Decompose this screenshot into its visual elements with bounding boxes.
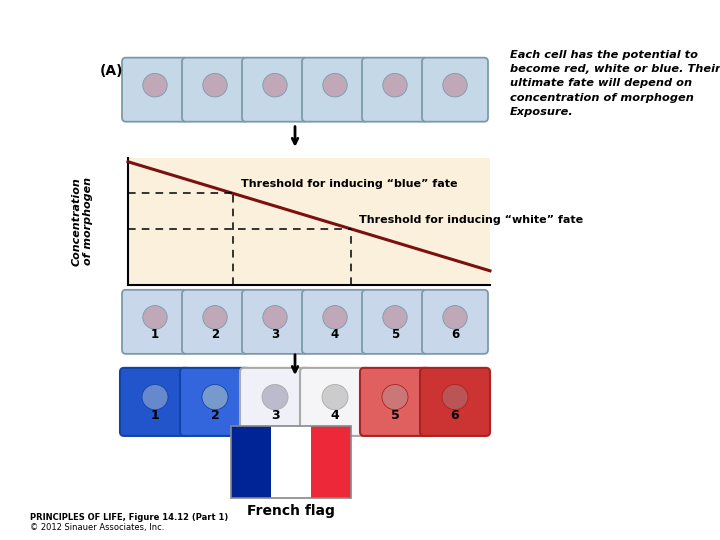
Ellipse shape (263, 73, 287, 97)
FancyBboxPatch shape (422, 58, 488, 122)
Text: 1: 1 (151, 328, 159, 341)
FancyBboxPatch shape (302, 290, 368, 354)
FancyBboxPatch shape (302, 58, 368, 122)
FancyBboxPatch shape (422, 290, 488, 354)
FancyBboxPatch shape (182, 290, 248, 354)
FancyBboxPatch shape (362, 290, 428, 354)
Ellipse shape (262, 384, 288, 410)
Ellipse shape (383, 306, 408, 329)
FancyBboxPatch shape (122, 58, 188, 122)
Bar (271, 426, 311, 498)
FancyBboxPatch shape (242, 58, 308, 122)
Text: Concentration
of morphogen: Concentration of morphogen (71, 177, 93, 266)
FancyBboxPatch shape (182, 58, 248, 122)
FancyBboxPatch shape (300, 368, 370, 436)
FancyBboxPatch shape (240, 368, 310, 436)
FancyBboxPatch shape (362, 58, 428, 122)
Text: 2: 2 (211, 328, 219, 341)
Ellipse shape (443, 306, 467, 329)
Text: French flag: French flag (247, 504, 335, 518)
Text: Threshold for inducing “white” fate: Threshold for inducing “white” fate (359, 215, 583, 225)
Ellipse shape (202, 384, 228, 410)
Text: 6: 6 (451, 409, 459, 422)
Ellipse shape (203, 73, 228, 97)
Ellipse shape (322, 384, 348, 410)
Ellipse shape (323, 306, 347, 329)
Text: 4: 4 (331, 328, 339, 341)
FancyBboxPatch shape (122, 290, 188, 354)
Text: 2: 2 (211, 409, 220, 422)
Ellipse shape (383, 73, 408, 97)
Ellipse shape (143, 306, 167, 329)
Ellipse shape (382, 384, 408, 410)
Text: PRINCIPLES OF LIFE, Figure 14.12 (Part 1): PRINCIPLES OF LIFE, Figure 14.12 (Part 1… (30, 513, 228, 522)
Text: © 2012 Sinauer Associates, Inc.: © 2012 Sinauer Associates, Inc. (30, 523, 164, 532)
Ellipse shape (143, 73, 167, 97)
Text: 3: 3 (271, 328, 279, 341)
FancyBboxPatch shape (242, 290, 308, 354)
Text: 1: 1 (150, 409, 159, 422)
FancyBboxPatch shape (420, 368, 490, 436)
FancyBboxPatch shape (120, 368, 190, 436)
Text: Threshold for inducing “blue” fate: Threshold for inducing “blue” fate (240, 179, 457, 190)
Text: 5: 5 (391, 409, 400, 422)
Bar (231, 426, 271, 498)
Bar (128, 158, 490, 285)
Bar (311, 426, 351, 498)
Text: 4: 4 (330, 409, 339, 422)
Text: Figure 14.12  The French Flag Model (Part 1): Figure 14.12 The French Flag Model (Part… (7, 10, 330, 25)
Ellipse shape (263, 306, 287, 329)
Text: 6: 6 (451, 328, 459, 341)
Text: Each cell has the potential to
become red, white or blue. Their
ultimate fate wi: Each cell has the potential to become re… (510, 50, 720, 117)
Ellipse shape (203, 306, 228, 329)
Text: (A): (A) (100, 64, 124, 78)
Ellipse shape (142, 384, 168, 410)
Bar (231, 426, 351, 498)
Ellipse shape (442, 384, 468, 410)
Text: 5: 5 (391, 328, 399, 341)
FancyBboxPatch shape (180, 368, 250, 436)
Ellipse shape (323, 73, 347, 97)
Ellipse shape (443, 73, 467, 97)
Text: 3: 3 (271, 409, 279, 422)
FancyBboxPatch shape (360, 368, 430, 436)
